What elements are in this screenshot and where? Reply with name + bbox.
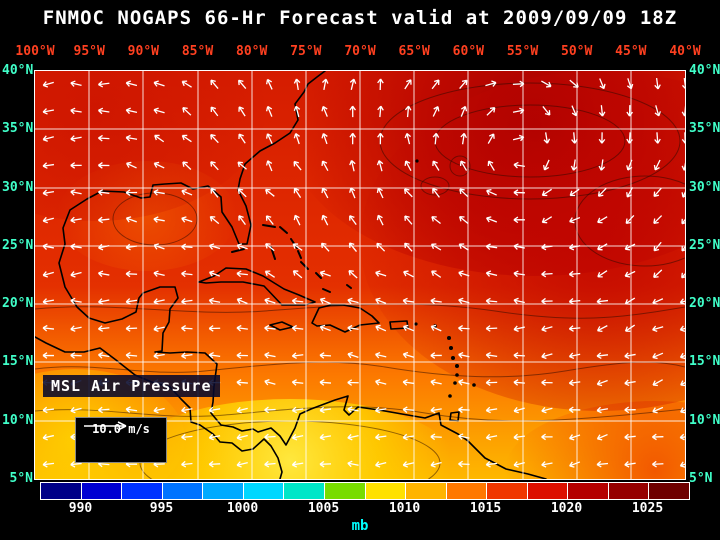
lon-tick-label: 65°W: [398, 44, 430, 59]
wind-vectors: [42, 77, 685, 468]
lon-tick-label: 45°W: [615, 44, 647, 59]
lon-tick-label: 75°W: [290, 44, 322, 59]
lat-tick-label: 10°N: [689, 412, 720, 428]
lat-tick-label: 35°N: [2, 121, 34, 137]
colorbar-unit-label: mb: [351, 518, 369, 534]
lat-tick-label: 35°N: [689, 121, 720, 137]
colorbar: [40, 482, 690, 500]
colorbar-segment: [527, 483, 569, 499]
lon-tick-label: 90°W: [127, 44, 159, 59]
colorbar-tick-label: 1005: [307, 501, 340, 516]
lat-tick-label: 30°N: [2, 179, 34, 195]
lat-tick-label: 15°N: [2, 354, 34, 370]
lat-tick-label: 30°N: [689, 179, 720, 195]
colorbar-tick-label: 1015: [469, 501, 502, 516]
colorbar-segment: [568, 483, 609, 499]
lon-tick-label: 70°W: [344, 44, 376, 59]
lon-tick-label: 55°W: [506, 44, 539, 59]
colorbar-segment: [365, 483, 407, 499]
colorbar-segment: [406, 483, 447, 499]
lat-tick-label: 25°N: [2, 237, 34, 253]
lon-tick-label: 80°W: [236, 44, 268, 59]
colorbar-segment: [284, 483, 325, 499]
lon-tick-label: 85°W: [181, 44, 214, 59]
lon-tick-label: 60°W: [452, 44, 484, 59]
colorbar-segment: [162, 483, 204, 499]
colorbar-segment: [446, 483, 488, 499]
colorbar-segment: [487, 483, 528, 499]
lat-tick-label: 10°N: [2, 412, 34, 428]
lat-tick-label: 20°N: [689, 296, 720, 312]
colorbar-segment: [243, 483, 285, 499]
wind-scale-legend: 10.0 m/s: [75, 417, 167, 463]
colorbar-segment: [81, 483, 123, 499]
colorbar-segment: [608, 483, 650, 499]
colorbar-tick-label: 1025: [631, 501, 664, 516]
field-label: MSL Air Pressure: [43, 375, 220, 397]
colorbar-tick-label: 990: [68, 501, 93, 516]
colorbar-segment: [324, 483, 366, 499]
lat-tick-label: 5°N: [9, 470, 33, 486]
lon-tick-label: 40°W: [669, 44, 701, 59]
colorbar-segment: [649, 483, 689, 499]
colorbar-segment: [122, 483, 163, 499]
wind-scale-arrow-icon: [84, 421, 127, 431]
colorbar-tick-label: 1000: [226, 501, 259, 516]
lon-tick-label: 95°W: [73, 44, 105, 59]
lat-tick-label: 25°N: [689, 237, 720, 253]
lat-tick-label: 15°N: [689, 354, 720, 370]
lon-tick-label: 100°W: [15, 44, 55, 59]
map-area: MSL Air Pressure 10.0 m/s: [34, 70, 686, 480]
lon-tick-label: 50°W: [561, 44, 593, 59]
lat-tick-label: 20°N: [2, 296, 34, 312]
colorbar-segment: [203, 483, 244, 499]
lat-tick-label: 5°N: [689, 470, 713, 486]
grid-and-wind-overlay: [35, 71, 685, 479]
colorbar-tick-label: 1010: [388, 501, 421, 516]
colorbar-tick-label: 1020: [550, 501, 583, 516]
colorbar-segment: [41, 483, 82, 499]
page-title: FNMOC NOGAPS 66-Hr Forecast valid at 200…: [42, 7, 678, 29]
colorbar-tick-label: 995: [149, 501, 174, 516]
lat-tick-label: 40°N: [2, 63, 34, 78]
lat-tick-label: 40°N: [689, 63, 720, 78]
